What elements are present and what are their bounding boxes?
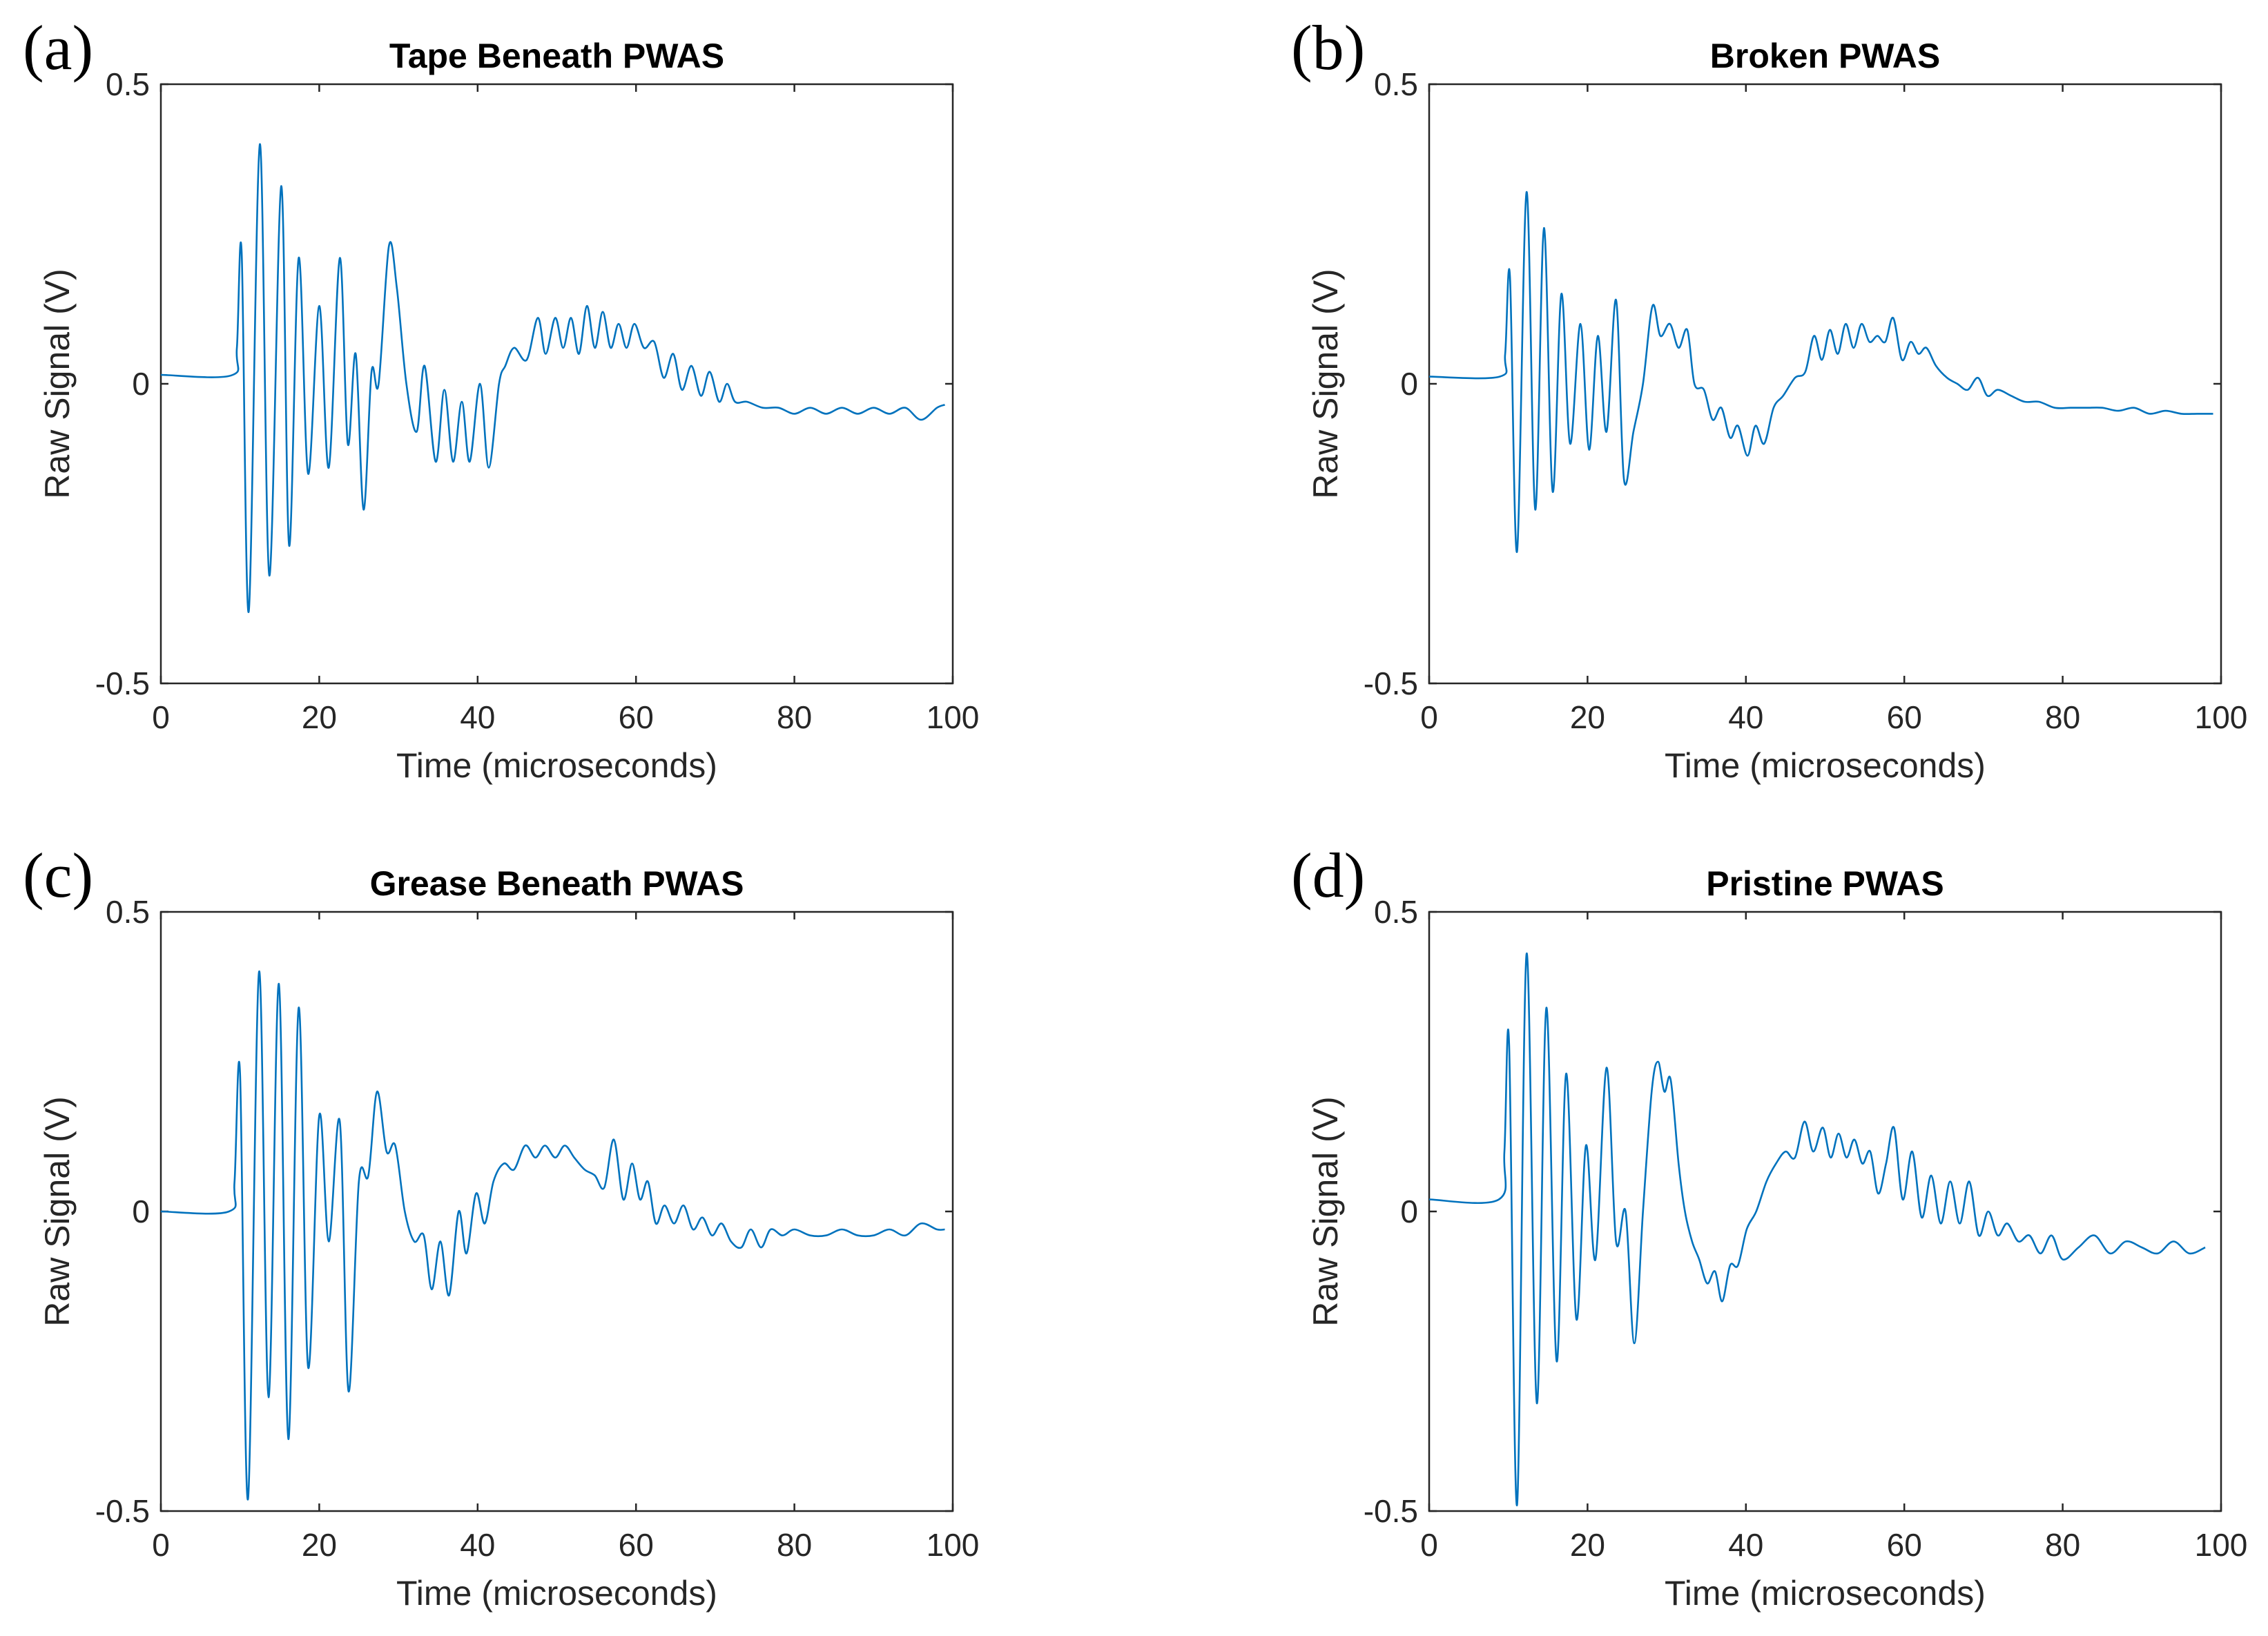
x-tick-label: 0 [1420, 699, 1438, 735]
x-tick-label: 0 [152, 699, 170, 735]
x-tick-label: 40 [1728, 1527, 1763, 1563]
x-axis-label: Time (microseconds) [396, 746, 717, 785]
x-tick-label: 80 [2045, 699, 2080, 735]
x-tick-label: 0 [1420, 1527, 1438, 1563]
chart-title: Tape Beneath PWAS [389, 37, 724, 75]
y-axis-label: Raw Signal (V) [1306, 1096, 1345, 1326]
y-tick-label: -0.5 [1364, 665, 1418, 701]
y-tick-label: 0.5 [106, 66, 150, 102]
x-tick-label: 40 [460, 699, 495, 735]
x-tick-label: 80 [777, 1527, 812, 1563]
y-axis-label: Raw Signal (V) [38, 269, 77, 498]
y-tick-label: -0.5 [1364, 1493, 1418, 1529]
x-tick-label: 100 [927, 699, 980, 735]
x-tick-label: 80 [2045, 1527, 2080, 1563]
x-tick-label: 40 [460, 1527, 495, 1563]
y-tick-label: 0.5 [1374, 66, 1418, 102]
y-tick-label: 0.5 [1374, 894, 1418, 930]
x-tick-label: 80 [777, 699, 812, 735]
series-line-0 [160, 971, 945, 1501]
x-tick-label: 60 [619, 699, 654, 735]
panel-letter: (b) [1291, 12, 1365, 83]
x-tick-label: 100 [2195, 699, 2248, 735]
y-tick-label: 0 [1400, 1194, 1418, 1229]
x-axis-label: Time (microseconds) [396, 1574, 717, 1613]
x-tick-label: 100 [2195, 1527, 2248, 1563]
chart-title: Grease Beneath PWAS [370, 864, 744, 903]
x-axis-label: Time (microseconds) [1665, 1574, 1986, 1613]
y-axis-label: Raw Signal (V) [1306, 269, 1345, 498]
x-tick-label: 20 [1570, 1527, 1605, 1563]
series-line-0 [160, 143, 945, 613]
panel-letter: (a) [23, 12, 93, 83]
x-tick-label: 60 [1887, 1527, 1922, 1563]
x-tick-label: 60 [619, 1527, 654, 1563]
y-tick-label: 0 [132, 1194, 150, 1229]
y-tick-label: 0 [132, 366, 150, 402]
x-tick-label: 20 [1570, 699, 1605, 735]
x-axis-label: Time (microseconds) [1665, 746, 1986, 785]
x-tick-label: 60 [1887, 699, 1922, 735]
y-tick-label: -0.5 [95, 1493, 150, 1529]
x-tick-label: 100 [927, 1527, 980, 1563]
y-tick-label: -0.5 [95, 665, 150, 701]
series-line-0 [1428, 191, 2213, 553]
y-tick-label: 0 [1400, 366, 1418, 402]
x-tick-label: 20 [302, 699, 337, 735]
panel-letter: (c) [23, 840, 93, 910]
chart-title: Broken PWAS [1710, 37, 1940, 75]
x-tick-label: 20 [302, 1527, 337, 1563]
series-line-0 [1428, 953, 2206, 1506]
y-tick-label: 0.5 [106, 894, 150, 930]
panel-letter: (d) [1291, 840, 1365, 910]
y-axis-label: Raw Signal (V) [38, 1096, 77, 1326]
x-tick-label: 0 [152, 1527, 170, 1563]
chart-title: Pristine PWAS [1706, 864, 1944, 903]
x-tick-label: 40 [1728, 699, 1763, 735]
